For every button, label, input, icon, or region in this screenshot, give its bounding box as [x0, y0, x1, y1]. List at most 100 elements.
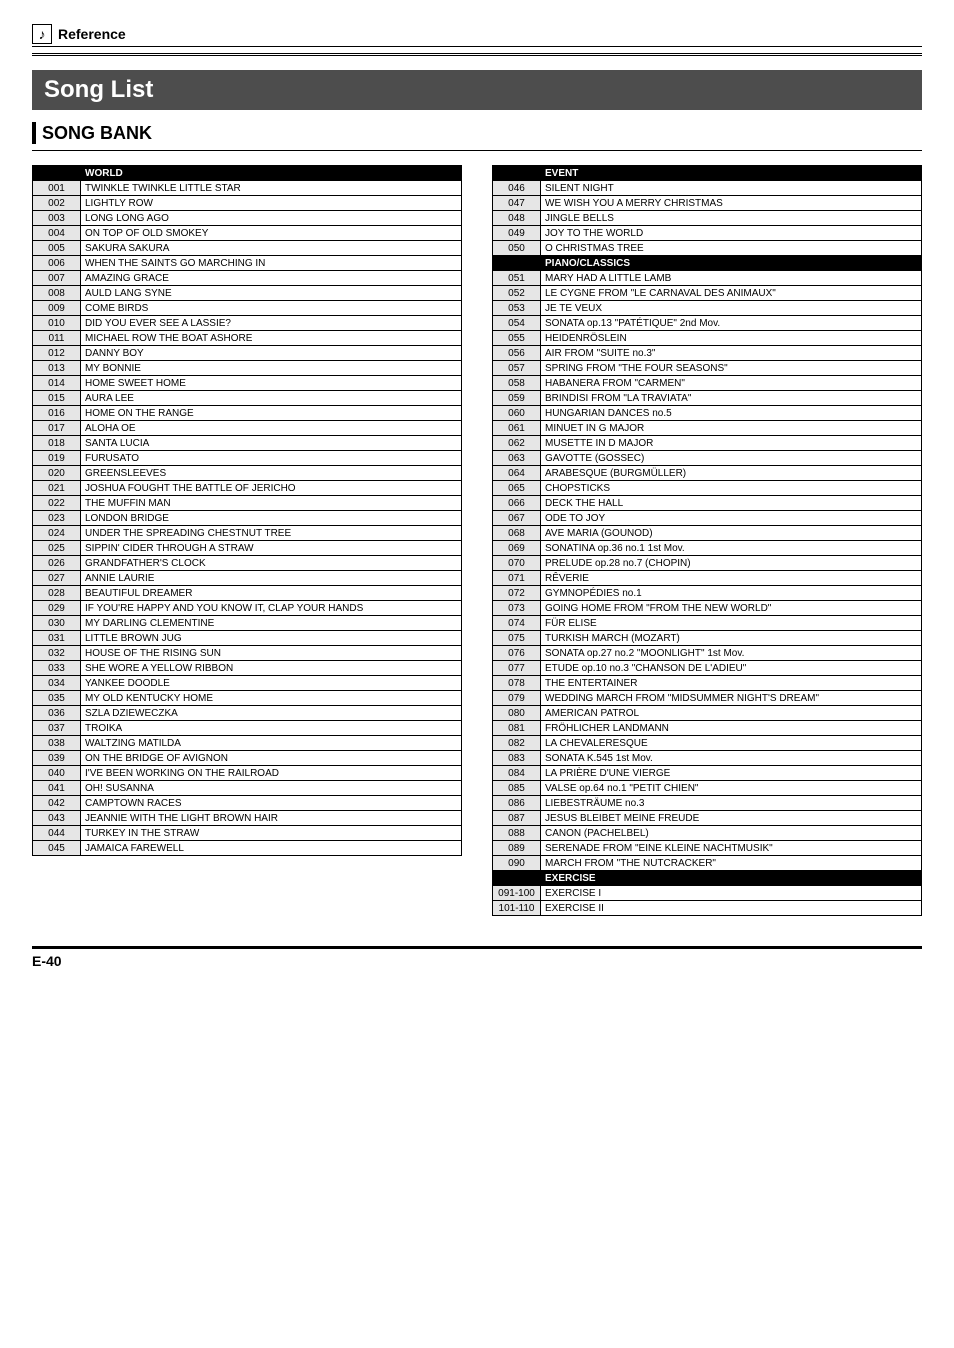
song-title: CANON (PACHELBEL) — [541, 826, 922, 841]
table-row: 065CHOPSTICKS — [493, 481, 922, 496]
song-title: ON THE BRIDGE OF AVIGNON — [81, 751, 462, 766]
song-title: SONATA op.13 "PATÉTIQUE" 2nd Mov. — [541, 316, 922, 331]
table-row: 040I'VE BEEN WORKING ON THE RAILROAD — [33, 766, 462, 781]
song-title: OH! SUSANNA — [81, 781, 462, 796]
song-title: LONG LONG AGO — [81, 211, 462, 226]
table-row: 016HOME ON THE RANGE — [33, 406, 462, 421]
song-number: 033 — [33, 661, 81, 676]
table-row: 055HEIDENRÖSLEIN — [493, 331, 922, 346]
song-title: RÊVERIE — [541, 571, 922, 586]
song-number: 067 — [493, 511, 541, 526]
song-title: LIGHTLY ROW — [81, 196, 462, 211]
song-title: JINGLE BELLS — [541, 211, 922, 226]
song-number: 073 — [493, 601, 541, 616]
song-title: JOSHUA FOUGHT THE BATTLE OF JERICHO — [81, 481, 462, 496]
song-number: 047 — [493, 196, 541, 211]
song-title: ANNIE LAURIE — [81, 571, 462, 586]
table-row: 033SHE WORE A YELLOW RIBBON — [33, 661, 462, 676]
song-title: ETUDE op.10 no.3 "CHANSON DE L'ADIEU" — [541, 661, 922, 676]
table-row: 034YANKEE DOODLE — [33, 676, 462, 691]
table-section-header: EVENT — [493, 166, 922, 181]
table-row: 089SERENADE FROM "EINE KLEINE NACHTMUSIK… — [493, 841, 922, 856]
table-row: 047WE WISH YOU A MERRY CHRISTMAS — [493, 196, 922, 211]
song-title: MY BONNIE — [81, 361, 462, 376]
song-number: 053 — [493, 301, 541, 316]
song-number: 061 — [493, 421, 541, 436]
song-number: 005 — [33, 241, 81, 256]
song-title: JE TE VEUX — [541, 301, 922, 316]
song-number: 075 — [493, 631, 541, 646]
song-number: 007 — [33, 271, 81, 286]
song-title: DECK THE HALL — [541, 496, 922, 511]
song-title: HABANERA FROM "CARMEN" — [541, 376, 922, 391]
table-row: 019FURUSATO — [33, 451, 462, 466]
song-number: 012 — [33, 346, 81, 361]
table-row: 088CANON (PACHELBEL) — [493, 826, 922, 841]
table-row: 052LE CYGNE FROM "LE CARNAVAL DES ANIMAU… — [493, 286, 922, 301]
song-title: COME BIRDS — [81, 301, 462, 316]
table-row: 011MICHAEL ROW THE BOAT ASHORE — [33, 331, 462, 346]
song-number: 059 — [493, 391, 541, 406]
song-number: 044 — [33, 826, 81, 841]
song-title: LE CYGNE FROM "LE CARNAVAL DES ANIMAUX" — [541, 286, 922, 301]
song-title: JESUS BLEIBET MEINE FREUDE — [541, 811, 922, 826]
song-title: ODE TO JOY — [541, 511, 922, 526]
song-title: GREENSLEEVES — [81, 466, 462, 481]
song-title: IF YOU'RE HAPPY AND YOU KNOW IT, CLAP YO… — [81, 601, 462, 616]
table-row: 010DID YOU EVER SEE A LASSIE? — [33, 316, 462, 331]
right-column: EVENT046SILENT NIGHT047WE WISH YOU A MER… — [492, 165, 922, 916]
table-row: 082LA CHEVALERESQUE — [493, 736, 922, 751]
table-row: 036SZLA DZIEWECZKA — [33, 706, 462, 721]
song-title: ON TOP OF OLD SMOKEY — [81, 226, 462, 241]
song-title: JEANNIE WITH THE LIGHT BROWN HAIR — [81, 811, 462, 826]
header-num-cell — [493, 166, 541, 181]
song-number: 027 — [33, 571, 81, 586]
song-number: 052 — [493, 286, 541, 301]
song-number: 026 — [33, 556, 81, 571]
table-row: 087JESUS BLEIBET MEINE FREUDE — [493, 811, 922, 826]
song-number: 049 — [493, 226, 541, 241]
song-number: 085 — [493, 781, 541, 796]
subhead-underline — [32, 150, 922, 151]
song-number: 064 — [493, 466, 541, 481]
song-title: WE WISH YOU A MERRY CHRISTMAS — [541, 196, 922, 211]
song-number: 028 — [33, 586, 81, 601]
table-row: 080AMERICAN PATROL — [493, 706, 922, 721]
song-number: 031 — [33, 631, 81, 646]
song-title: AMAZING GRACE — [81, 271, 462, 286]
table-row: 063GAVOTTE (GOSSEC) — [493, 451, 922, 466]
song-title: GRANDFATHER'S CLOCK — [81, 556, 462, 571]
table-row: 003LONG LONG AGO — [33, 211, 462, 226]
song-title: YANKEE DOODLE — [81, 676, 462, 691]
song-number: 016 — [33, 406, 81, 421]
header-num-cell — [493, 871, 541, 886]
table-row: 076SONATA op.27 no.2 "MOONLIGHT" 1st Mov… — [493, 646, 922, 661]
song-number: 001 — [33, 181, 81, 196]
subhead: SONG BANK — [32, 122, 922, 144]
song-title: WALTZING MATILDA — [81, 736, 462, 751]
song-number: 058 — [493, 376, 541, 391]
table-row: 004ON TOP OF OLD SMOKEY — [33, 226, 462, 241]
table-row: 017ALOHA OE — [33, 421, 462, 436]
table-row: 066DECK THE HALL — [493, 496, 922, 511]
song-number: 014 — [33, 376, 81, 391]
song-number: 066 — [493, 496, 541, 511]
song-number: 065 — [493, 481, 541, 496]
table-row: 090MARCH FROM "THE NUTCRACKER" — [493, 856, 922, 871]
song-number: 062 — [493, 436, 541, 451]
song-number: 032 — [33, 646, 81, 661]
table-row: 006WHEN THE SAINTS GO MARCHING IN — [33, 256, 462, 271]
song-number: 063 — [493, 451, 541, 466]
song-title: SONATINA op.36 no.1 1st Mov. — [541, 541, 922, 556]
table-row: 027ANNIE LAURIE — [33, 571, 462, 586]
song-title: ALOHA OE — [81, 421, 462, 436]
song-title: LITTLE BROWN JUG — [81, 631, 462, 646]
song-number: 013 — [33, 361, 81, 376]
song-columns: WORLD001TWINKLE TWINKLE LITTLE STAR002LI… — [32, 165, 922, 916]
song-number: 083 — [493, 751, 541, 766]
song-title: FURUSATO — [81, 451, 462, 466]
song-number: 018 — [33, 436, 81, 451]
song-number: 020 — [33, 466, 81, 481]
song-title: SZLA DZIEWECZKA — [81, 706, 462, 721]
table-row: 101-110EXERCISE II — [493, 901, 922, 916]
